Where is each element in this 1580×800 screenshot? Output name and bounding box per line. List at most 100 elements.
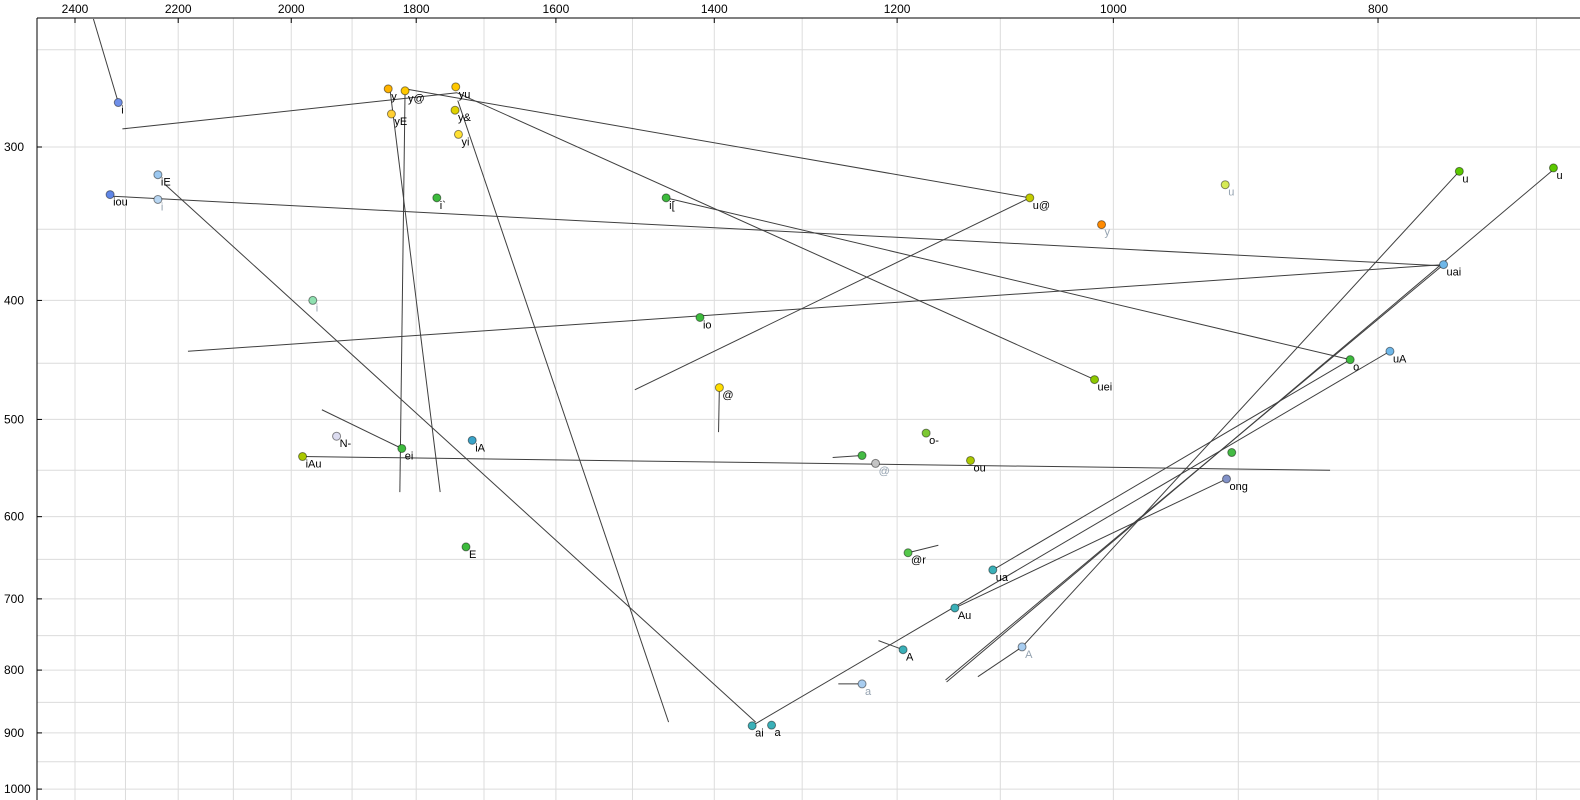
- data-point: [105, 190, 115, 200]
- point-label: uei: [1098, 382, 1113, 394]
- segments-layer: [92, 18, 1554, 727]
- x-tick-label: 1600: [543, 2, 570, 16]
- x-tick-label: 1800: [403, 2, 430, 16]
- point-label: u: [1556, 170, 1562, 182]
- point-label: yu: [459, 89, 471, 101]
- trajectory-line: [457, 100, 670, 723]
- data-point: [903, 548, 913, 558]
- x-tick-label: 2400: [62, 2, 89, 16]
- point-label: u: [1462, 173, 1468, 185]
- trajectory-line: [878, 640, 904, 651]
- trajectory-line: [187, 264, 1444, 352]
- data-point: [966, 455, 976, 465]
- trajectory-line: [634, 197, 1031, 391]
- y-tick-label: 1000: [4, 782, 31, 796]
- point-label: o: [1353, 362, 1359, 374]
- trajectory-line: [164, 184, 756, 723]
- point-label: i`: [440, 200, 446, 212]
- point-label: y&: [458, 112, 472, 124]
- trajectory-line: [92, 18, 119, 103]
- trajectory-line: [751, 350, 1391, 727]
- x-tick-label: 2200: [165, 2, 192, 16]
- point-label: y: [1105, 227, 1111, 239]
- data-point: [898, 645, 908, 655]
- data-point: [747, 721, 757, 731]
- data-point: [1227, 448, 1237, 458]
- point-label: y: [391, 91, 397, 103]
- data-point: [988, 565, 998, 575]
- trajectory-line: [302, 456, 1331, 471]
- trajectory-line: [992, 359, 1351, 571]
- trajectory-line: [456, 92, 1095, 381]
- point-label: ong: [1230, 481, 1248, 493]
- data-point: [1097, 220, 1107, 230]
- point-label: yE: [394, 116, 407, 128]
- point-label: a: [865, 686, 872, 698]
- point-label: iA: [475, 442, 485, 454]
- trajectory-line: [718, 387, 720, 433]
- point-label: i: [161, 201, 163, 213]
- data-point: [1454, 166, 1464, 176]
- point-label: iAu: [306, 459, 322, 471]
- trajectory-line: [954, 478, 1227, 609]
- x-tick-label: 1400: [701, 2, 728, 16]
- data-point: [1345, 355, 1355, 365]
- data-point: [1385, 346, 1395, 356]
- point-label: u: [1228, 187, 1234, 199]
- y-tick-label: 800: [4, 663, 24, 677]
- point-label: @: [879, 465, 890, 477]
- data-point: [113, 98, 123, 108]
- axes-layer: 2400 2200 2000 1800 1600 1400 1200 1000 800 300 40…: [4, 2, 1580, 800]
- point-label: ei: [405, 450, 414, 462]
- points-layer: [105, 82, 1558, 731]
- data-point: [695, 312, 705, 322]
- point-label: iE: [161, 177, 171, 189]
- data-point: [1548, 163, 1558, 173]
- y-tick-label: 500: [4, 412, 24, 426]
- data-point: [467, 435, 477, 445]
- data-point: [950, 603, 960, 613]
- point-label: Au: [958, 610, 971, 622]
- point-label: y@: [408, 93, 425, 105]
- trajectory-line: [907, 544, 939, 554]
- data-point: [1439, 260, 1449, 270]
- trajectory-line: [1021, 170, 1460, 648]
- point-label: ai: [755, 728, 764, 740]
- point-label: N-: [340, 438, 352, 450]
- data-point: [383, 84, 393, 94]
- trajectory-line: [321, 409, 403, 449]
- point-label: iou: [113, 197, 128, 209]
- point-label: u@: [1033, 200, 1050, 212]
- y-tick-label: 600: [4, 510, 24, 524]
- point-label: i[: [669, 200, 675, 212]
- data-point: [1017, 642, 1027, 652]
- data-point: [450, 105, 460, 115]
- point-label: io: [703, 319, 712, 331]
- point-label: a: [775, 727, 782, 739]
- point-label: A: [906, 652, 914, 664]
- x-tick-label: 800: [1368, 2, 1388, 16]
- data-point: [397, 443, 407, 453]
- data-point: [451, 82, 461, 92]
- x-tick-label: 1200: [884, 2, 911, 16]
- data-point: [453, 129, 463, 139]
- data-point: [461, 542, 471, 552]
- point-label: ou: [974, 462, 986, 474]
- data-point: [857, 679, 867, 689]
- grid-layer: [37, 18, 1580, 800]
- data-point: [386, 109, 396, 119]
- point-label: o-: [929, 435, 939, 447]
- trajectory-line: [389, 90, 441, 493]
- point-label: i: [316, 302, 318, 314]
- trajectory-line: [977, 646, 1023, 678]
- data-point: [432, 193, 442, 203]
- data-point: [857, 451, 867, 461]
- trajectory-line: [945, 264, 1444, 681]
- y-tick-label: 700: [4, 592, 24, 606]
- point-label: A: [1025, 649, 1033, 661]
- data-point: [921, 428, 931, 438]
- trajectory-line: [666, 197, 1351, 361]
- trajectory-line: [122, 92, 458, 130]
